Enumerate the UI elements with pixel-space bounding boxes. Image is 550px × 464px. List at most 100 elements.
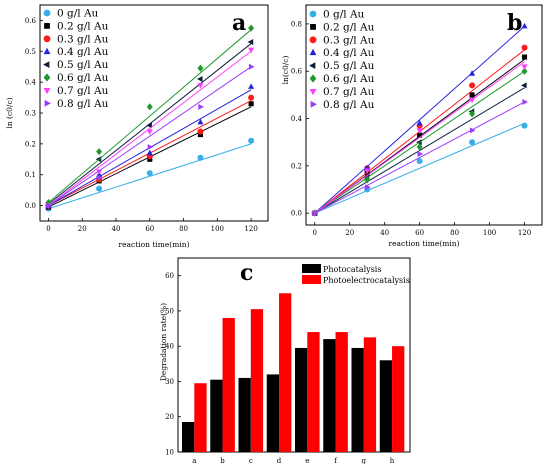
panel-a-fit-line-0 xyxy=(48,143,252,210)
panel-b-fit-line-3 xyxy=(314,25,525,214)
panel-b-point xyxy=(521,67,528,75)
panel-c-bar xyxy=(250,309,264,452)
panel-b-point xyxy=(469,70,476,76)
panel-c-bar xyxy=(307,332,320,452)
panel-a-legend-marker-6 xyxy=(43,88,51,95)
panel-b-x-tick-label: 20 xyxy=(345,229,354,237)
panel-b-point xyxy=(364,176,371,184)
panel-b-point xyxy=(416,143,423,151)
panel-b-point xyxy=(365,184,371,191)
panel-c-x-tick-label: a xyxy=(192,457,196,464)
panel-a-point xyxy=(146,170,153,177)
panel-c-y-tick-label: 20 xyxy=(165,413,174,421)
panel-b-x-tick-label: 120 xyxy=(518,229,531,237)
panel-b-y-tick-label: 0.8 xyxy=(291,20,302,28)
panel-c-bar xyxy=(363,337,377,452)
panel-b-x-tick-label: 40 xyxy=(380,229,389,237)
panel-a-y-tick-label: 0.3 xyxy=(25,110,36,118)
panel-c-bar xyxy=(238,377,251,452)
panel-b-legend-label-7: 0.8 g/l Au xyxy=(323,99,375,111)
panel-a-fit-line-6 xyxy=(48,50,252,206)
panel-b-x-tick-label: 60 xyxy=(415,229,424,237)
panel-c-bar xyxy=(392,346,405,452)
panel-b-point xyxy=(521,122,528,129)
panel-c-bar xyxy=(323,339,336,452)
panel-a-point xyxy=(247,39,254,46)
panel-a-y-axis-label: ln (c0/c) xyxy=(5,97,14,128)
panel-a-legend-marker-7 xyxy=(44,99,51,107)
panel-b-point xyxy=(364,168,371,175)
panel-c-x-tick-label: g xyxy=(362,457,367,464)
panel-c-legend-swatch-0 xyxy=(302,264,321,273)
panel-b-y-tick-label: 0.6 xyxy=(291,68,303,76)
panel-b-legend-marker-5 xyxy=(309,74,317,83)
panel-c-bar xyxy=(182,422,195,452)
panel-c-y-axis-label: Degradation rate(%) xyxy=(159,303,168,381)
panel-c-y-tick-label: 50 xyxy=(165,307,174,315)
panel-c-x-tick-label: b xyxy=(220,457,225,464)
panel-c-bar xyxy=(351,347,364,452)
panel-b-legend-label-3: 0.4 g/l Au xyxy=(323,47,375,59)
panel-a-y-tick-label: 0.0 xyxy=(25,202,36,210)
panel-c-y-tick-label: 10 xyxy=(165,449,174,457)
panel-c-y-tick-label: 30 xyxy=(165,378,174,386)
panel-b-y-tick-label: 0.0 xyxy=(291,210,302,218)
panel-a-point xyxy=(248,94,255,101)
panel-c-bar xyxy=(379,360,393,452)
panel-b-fit-line-0 xyxy=(314,122,525,214)
panel-b-legend-marker-6 xyxy=(309,89,317,96)
panel-c-legend-label-1: Photoelectrocatalysis xyxy=(323,276,410,285)
panel-a-legend-label-7: 0.8 g/l Au xyxy=(57,98,109,110)
panel-c-y-tick-label: 60 xyxy=(165,272,174,280)
panel-a-legend-label-0: 0 g/l Au xyxy=(57,8,99,20)
panel-a-point xyxy=(147,156,153,162)
panel-a-point xyxy=(96,147,103,156)
panel-c-x-tick-label: h xyxy=(390,457,395,464)
panel-a-point xyxy=(147,143,154,150)
panel-a-legend-marker-0 xyxy=(43,9,51,17)
panel-b-point xyxy=(521,82,527,89)
panel-b-fit-line-5 xyxy=(314,70,525,214)
panel-a-legend-marker-1 xyxy=(44,23,50,29)
panel-b-x-tick-label: 80 xyxy=(450,229,459,237)
panel-a-x-axis-label: reaction time(min) xyxy=(119,240,190,249)
panel-a-y-tick-label: 0.2 xyxy=(25,140,36,148)
panel-a-x-tick-label: 100 xyxy=(211,225,224,233)
panel-c-bar xyxy=(295,347,308,452)
panel-b-legend-label-2: 0.3 g/l Au xyxy=(323,34,375,46)
panel-b-point xyxy=(417,151,424,158)
panel-b-point xyxy=(469,127,476,134)
panel-a-legend-label-6: 0.7 g/l Au xyxy=(57,85,109,97)
panel-a-point xyxy=(96,185,103,192)
panel-a-x-tick-label: 80 xyxy=(179,225,188,233)
panel-a-point xyxy=(248,83,255,89)
panel-a-point xyxy=(248,137,255,144)
panel-b-point xyxy=(416,158,423,165)
panel-a-point xyxy=(248,47,255,54)
panel-b-y-tick-label: 0.2 xyxy=(291,162,302,170)
panel-a-point xyxy=(146,129,153,135)
panel-a-point xyxy=(197,118,204,125)
panel-b-point xyxy=(469,82,476,89)
panel-a-point xyxy=(197,64,204,72)
panel-c-bar xyxy=(279,293,292,452)
panel-a-point xyxy=(197,132,203,138)
panel-b-legend-label-6: 0.7 g/l Au xyxy=(323,86,375,98)
panel-a-legend-marker-5 xyxy=(43,73,51,82)
panel-b-point xyxy=(469,110,476,118)
panel-b-point xyxy=(417,132,423,138)
panel-a-legend-label-1: 0.2 g/l Au xyxy=(57,20,109,32)
panel-c-chart: 10 20 30 40 50 60 a b c d e f g h Photocatalysis Photoe… xyxy=(159,257,411,464)
panel-b-plot-frame xyxy=(305,4,543,226)
panel-c-y-tick-label: 40 xyxy=(165,343,174,351)
panel-b-point xyxy=(522,98,528,105)
panel-b-point xyxy=(521,64,528,70)
panel-a-point xyxy=(146,103,153,111)
panel-a-label: a xyxy=(232,10,246,36)
panel-b-point xyxy=(521,44,528,51)
panel-c-bar xyxy=(210,379,223,452)
panel-a-marks: 0 20 40 60 80 100 120 0.0 0.1 0.2 0.3 0.4 0.5 0.6 0 g/… xyxy=(25,8,258,234)
panel-c-legend-label-0: Photocatalysis xyxy=(323,265,381,274)
